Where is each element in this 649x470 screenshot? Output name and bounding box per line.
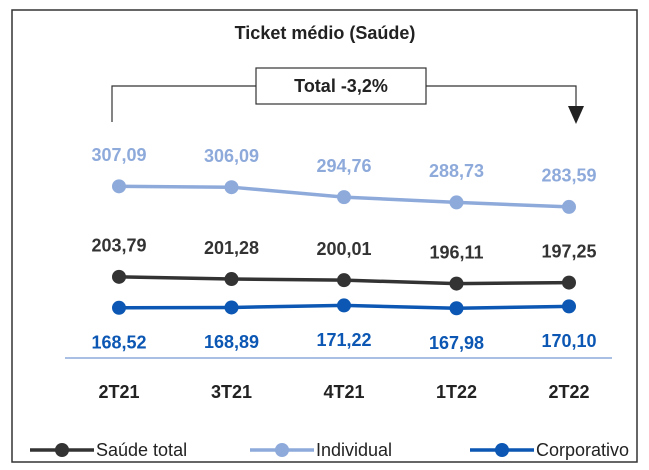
point	[449, 195, 464, 210]
data-label: 196,11	[429, 242, 483, 262]
annotation-box	[255, 67, 427, 105]
data-label: 201,28	[204, 238, 259, 258]
point	[337, 273, 351, 288]
bracket-right	[426, 85, 577, 108]
x-tick-label: 1T22	[436, 382, 477, 402]
legend-label: Individual	[316, 440, 392, 460]
x-tick-label: 4T21	[323, 382, 364, 402]
data-label: 283,59	[541, 166, 596, 186]
x-tick-label: 2T21	[98, 382, 139, 402]
data-label: 171,22	[316, 330, 371, 350]
data-label: 203,79	[91, 236, 146, 256]
legend-marker	[495, 443, 509, 457]
point	[562, 275, 576, 290]
point	[449, 276, 464, 291]
legend-marker	[55, 443, 69, 457]
chart-title: Ticket médio (Saúde)	[235, 23, 416, 43]
data-label: 307,09	[91, 145, 146, 165]
point	[224, 180, 239, 195]
legend-marker	[275, 443, 289, 457]
point	[112, 269, 126, 284]
bracket-left	[111, 85, 256, 122]
point	[112, 300, 126, 315]
annotation: Total -3,2%	[294, 76, 388, 96]
arrow-head	[568, 106, 584, 124]
point	[562, 199, 576, 214]
data-label: 306,09	[204, 146, 259, 166]
data-label: 197,25	[541, 241, 596, 261]
data-label: 200,01	[316, 239, 371, 259]
data-label: 294,76	[316, 156, 371, 176]
data-label: 168,52	[91, 333, 146, 353]
point	[449, 301, 464, 316]
legend-label: Corporativo	[536, 440, 629, 460]
point	[112, 179, 126, 194]
point	[337, 298, 351, 313]
point	[224, 300, 239, 315]
point	[337, 190, 351, 205]
x-tick-label: 3T21	[211, 382, 252, 402]
data-label: 168,89	[204, 332, 259, 352]
data-label: 170,10	[541, 331, 596, 351]
data-label: 288,73	[429, 161, 484, 181]
point	[224, 272, 239, 287]
point	[562, 299, 576, 314]
data-label: 167,98	[429, 333, 484, 353]
x-tick-label: 2T22	[548, 382, 589, 402]
legend-label: Saúde total	[96, 440, 187, 460]
